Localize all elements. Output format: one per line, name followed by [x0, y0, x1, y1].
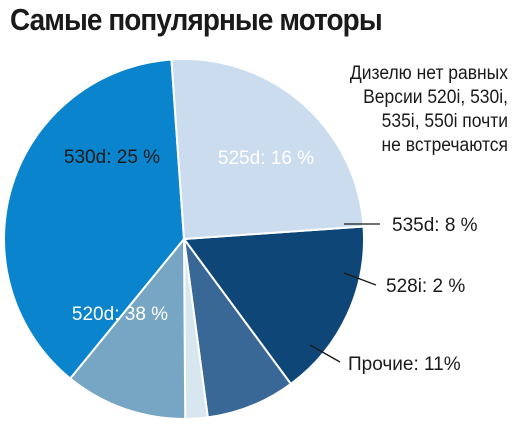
- chart-title: Самые популярные моторы: [10, 2, 383, 37]
- pie-slice-Прочие: [69, 238, 187, 421]
- annotation-line: 535i, 550i почти: [381, 111, 508, 132]
- pie-slice-520d: [3, 58, 185, 380]
- leader-line: [343, 272, 377, 286]
- slice-label: 520d: 38 %: [72, 304, 168, 325]
- slice-label: 535d: 8 %: [392, 215, 478, 236]
- slice-label: Прочие: 11%: [348, 354, 461, 375]
- pie-slice-535d: [183, 238, 292, 419]
- annotation-line: Версии 520i, 530i,: [363, 87, 508, 108]
- pie-slice-530d: [170, 58, 365, 240]
- annotation-line: Дизелю нет равных: [349, 63, 508, 84]
- slice-label: 530d: 25 %: [64, 147, 160, 168]
- chart-annotation: Дизелю нет равных Версии 520i, 530i, 535…: [287, 62, 508, 158]
- slice-label: 525d: 16 %: [218, 148, 314, 169]
- annotation-line: не встречаются: [381, 135, 509, 156]
- slice-label: 528i: 2 %: [386, 276, 465, 297]
- leader-line: [309, 344, 341, 363]
- pie-slice-525d: [183, 225, 365, 385]
